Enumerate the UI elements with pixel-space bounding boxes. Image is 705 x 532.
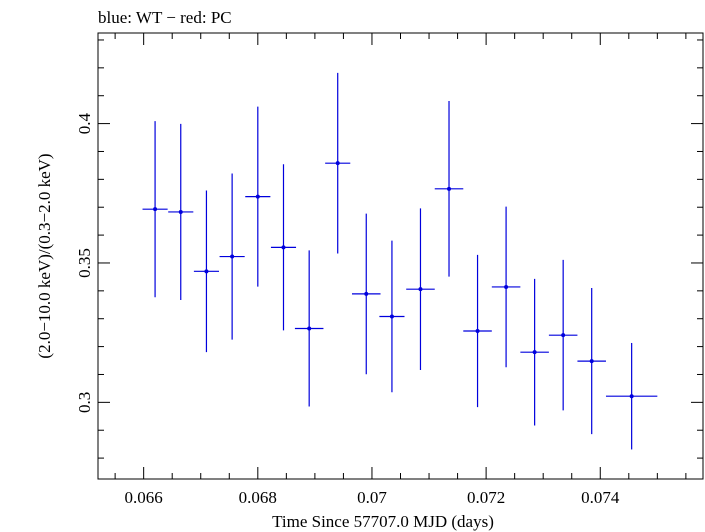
chart-title: blue: WT − red: PC [98,8,232,27]
data-point [605,342,658,450]
point-marker [561,333,566,338]
data-point [548,259,578,411]
x-axis-label: Time Since 57707.0 MJD (days) [272,512,494,531]
point-marker [281,245,286,250]
y-tick-label: 0.35 [75,248,94,278]
y-tick-label: 0.3 [75,392,94,413]
data-point [520,278,549,426]
data-point [351,213,381,375]
point-marker [475,328,480,333]
x-tick-label: 0.07 [357,488,387,507]
point-marker [204,269,209,274]
point-marker [629,394,634,399]
point-marker [364,291,369,296]
point-marker [532,350,537,355]
data-point [193,190,219,353]
data-point [219,173,245,340]
data-points [142,72,658,450]
data-point [491,206,521,368]
data-point [577,288,606,435]
x-tick-label: 0.074 [581,488,620,507]
data-point [434,101,464,277]
point-marker [307,326,312,331]
point-marker [447,186,452,191]
data-point [406,208,435,371]
point-marker [230,254,235,259]
data-point [245,106,271,287]
data-point [270,164,297,331]
point-marker [589,359,594,364]
axis-tick-labels: 0.066 0.068 0.07 0.072 0.074 0.3 0.35 0.4 [75,112,620,507]
data-point [379,240,405,393]
point-marker [178,209,183,214]
point-marker [153,207,158,212]
point-marker [504,284,509,289]
plot-frame [97,32,704,480]
data-point [142,121,168,298]
x-tick-label: 0.068 [239,488,277,507]
data-point [325,72,351,254]
data-point [294,250,324,407]
point-marker [389,314,394,319]
point-marker [335,161,340,166]
x-tick-label: 0.072 [467,488,505,507]
y-axis-label: (2.0−10.0 keV)/(0.3−2.0 keV) [35,153,54,358]
x-tick-label: 0.066 [125,488,163,507]
data-point [463,254,492,408]
point-marker [255,194,260,199]
y-tick-label: 0.4 [75,112,94,134]
data-point [168,123,194,301]
point-marker [418,287,423,292]
axis-ticks [98,33,703,479]
